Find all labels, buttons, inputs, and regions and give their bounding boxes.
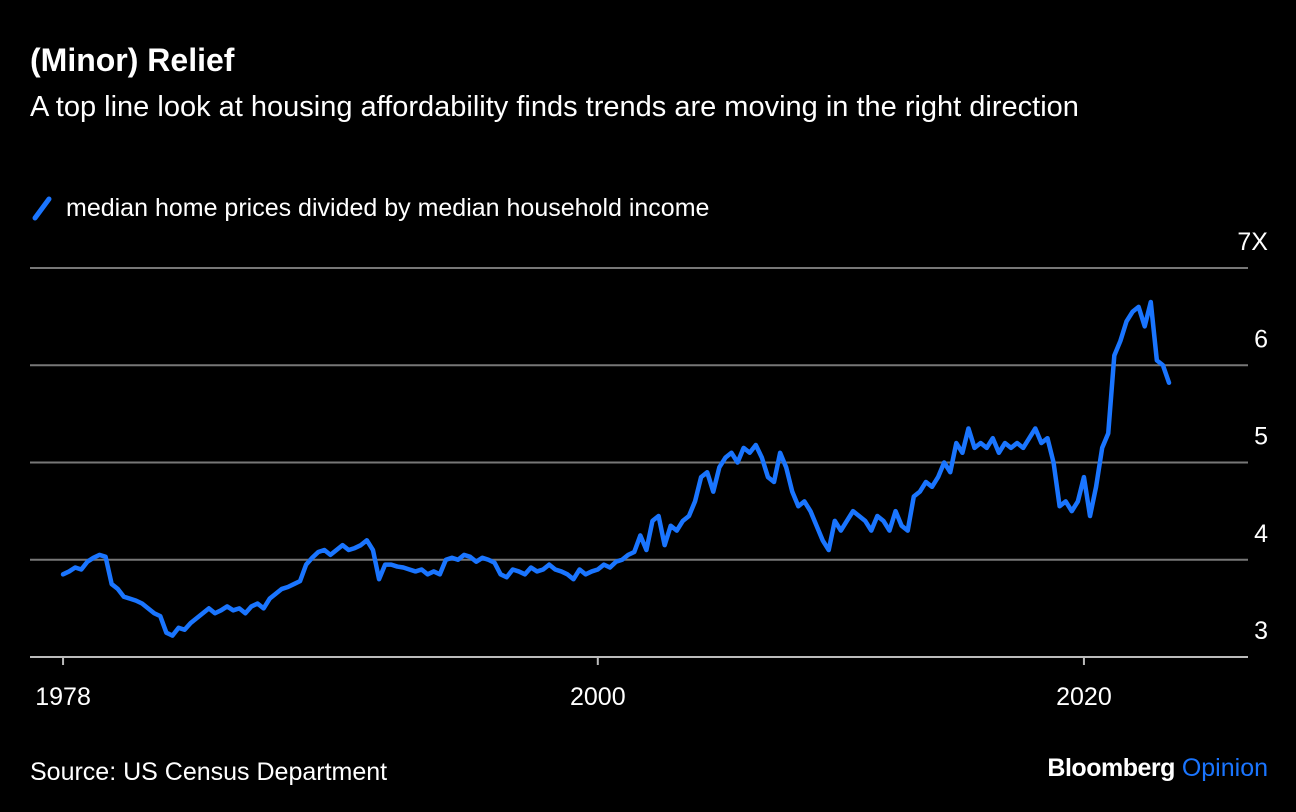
- brand-suffix: Opinion: [1182, 754, 1268, 782]
- y-tick-label: 3: [1254, 617, 1268, 645]
- source: Source: US Census Department: [30, 758, 387, 786]
- x-tick-label: 2020: [1056, 683, 1112, 711]
- chart-subtitle: A top line look at housing affordability…: [30, 91, 1079, 123]
- x-tick-label: 1978: [35, 683, 91, 711]
- y-tick-label: 6: [1254, 325, 1268, 353]
- legend-label: median home prices divided by median hou…: [66, 194, 709, 222]
- brand: Bloomberg Opinion: [1047, 754, 1268, 782]
- y-tick-label: 5: [1254, 423, 1268, 451]
- chart-title: (Minor) Relief: [30, 42, 235, 78]
- x-tick-label: 2000: [570, 683, 626, 711]
- y-tick-label: 4: [1254, 520, 1268, 548]
- brand-name: Bloomberg: [1047, 754, 1174, 782]
- y-tick-label: 7X: [1237, 228, 1268, 256]
- legend-swatch: [32, 196, 52, 221]
- data-line: [60, 299, 1172, 638]
